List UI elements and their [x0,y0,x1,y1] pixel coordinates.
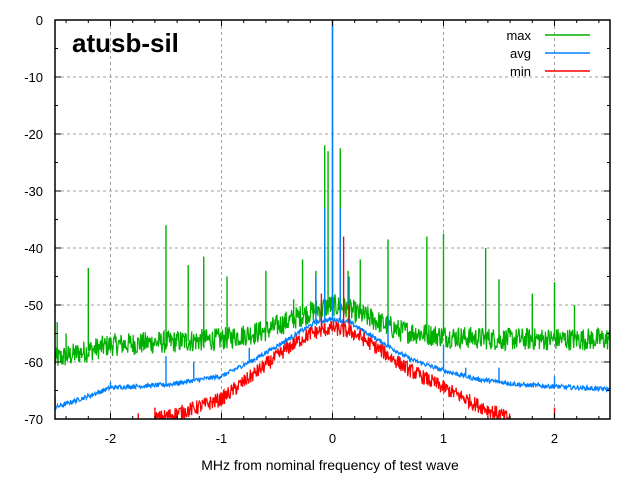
legend-label-max: max [506,28,531,43]
x-tick-label: -2 [105,431,117,446]
series-avg [55,20,610,410]
x-tick-label: -1 [216,431,228,446]
chart-title: atusb-sil [72,28,179,58]
y-tick-label: -20 [24,127,43,142]
y-tick-label: -50 [24,298,43,313]
y-tick-label: -30 [24,184,43,199]
legend-label-avg: avg [510,46,531,61]
x-tick-label: 1 [440,431,447,446]
y-tick-labels: 0 -10 -20 -30 -40 -50 -60 -70 [24,13,43,427]
ticks [55,19,610,420]
series-min [137,236,556,419]
x-axis-title: MHz from nominal frequency of test wave [201,457,459,473]
x-tick-label: 0 [329,431,336,446]
y-tick-label: -40 [24,241,43,256]
y-tick-label: -10 [24,70,43,85]
y-tick-label: -70 [24,412,43,427]
series-min-line [154,320,511,419]
legend: max avg min [506,28,590,79]
x-tick-label: 2 [551,431,558,446]
y-tick-label: -60 [24,355,43,370]
x-tick-labels: -2 -1 0 1 2 [105,431,558,446]
legend-label-min: min [510,64,531,79]
series-layer [55,20,610,419]
y-tick-label: 0 [36,13,43,28]
